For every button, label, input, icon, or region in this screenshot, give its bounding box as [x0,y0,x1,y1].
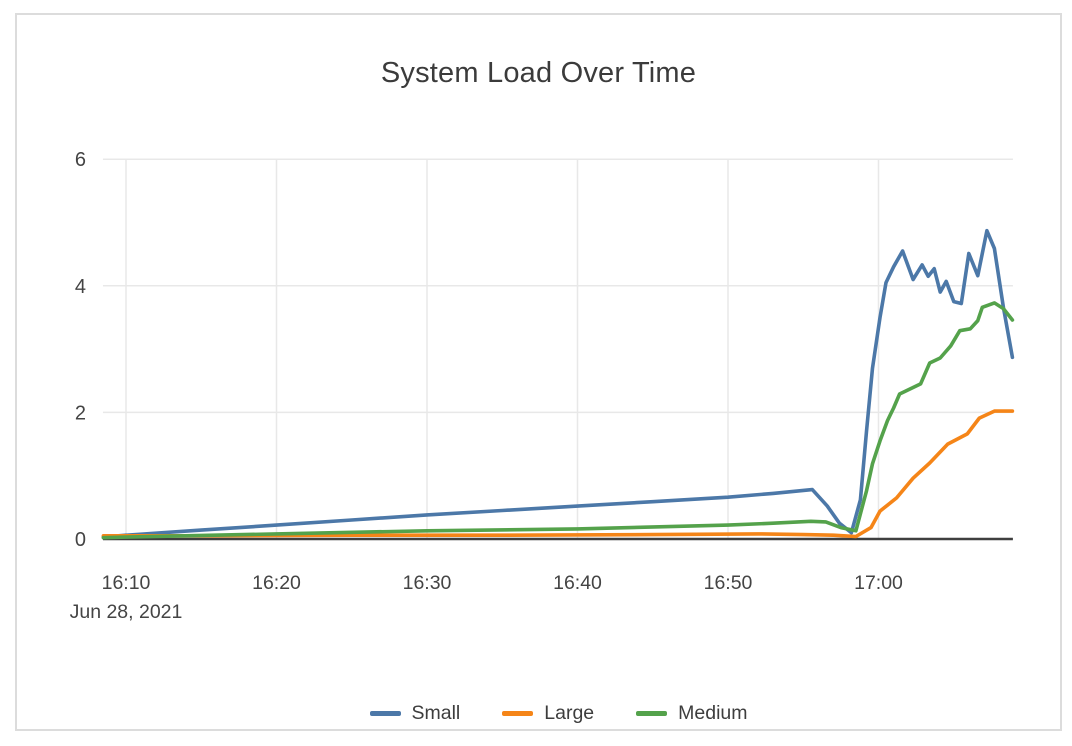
legend-label: Small [411,702,461,724]
legend-swatch-small-line [369,711,401,716]
x-tick-label: 16:20 [252,572,301,594]
legend: Small Large Medium [17,702,1060,725]
y-tick-label: 2 [75,402,86,424]
x-tick-label: 16:50 [704,572,753,594]
series-line-large [101,409,1015,539]
x-tick-label: 17:00 [854,572,903,594]
x-axis-date-label: Jun 28, 2021 [70,601,183,623]
series-line-medium [101,301,1015,540]
chart-title: System Load Over Time [380,57,697,89]
x-tick-label: 16:10 [102,572,151,594]
y-tick-label: 0 [75,529,86,551]
legend-item-small[interactable]: Small [369,702,461,725]
legend-swatch-large-line [502,711,534,716]
legend-item-large[interactable]: Large [502,702,594,725]
legend-item-medium[interactable]: Medium [636,702,748,725]
y-tick-label: 6 [75,149,86,171]
series-line-small [101,228,1015,539]
y-tick-label: 4 [75,276,86,298]
chart-card: System Load Over Time Small Large Medium [15,13,1062,731]
legend-label: Medium [678,702,748,724]
legend-label: Large [544,702,595,724]
x-tick-label: 16:30 [403,572,452,594]
x-tick-label: 16:40 [553,572,602,594]
legend-swatch-medium-line [636,711,668,716]
